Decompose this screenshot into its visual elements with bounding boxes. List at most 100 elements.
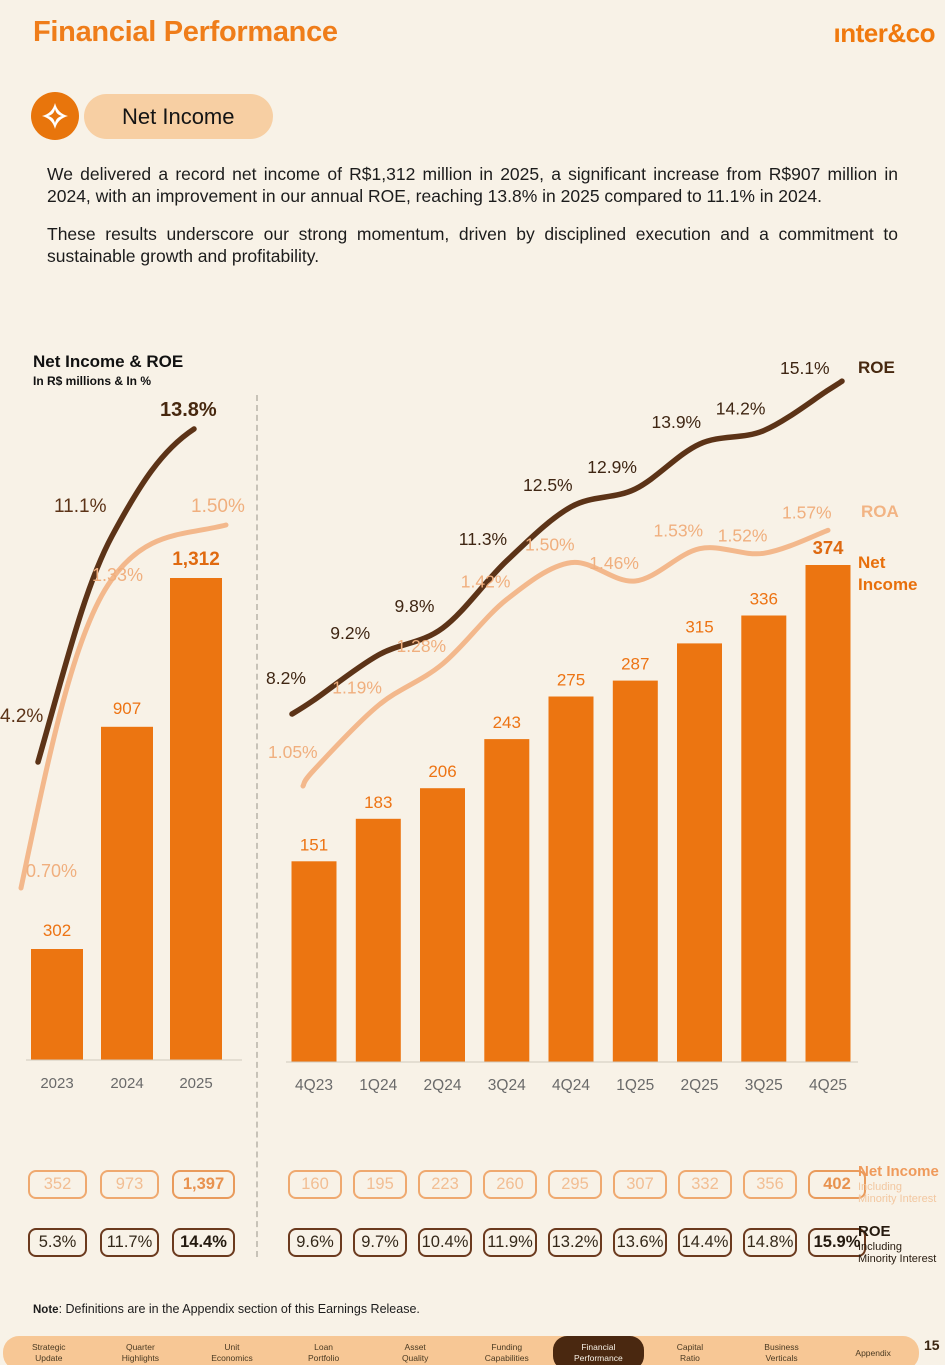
net-income-minority-quarterly-value: 160: [288, 1170, 342, 1199]
roe-minority-quarterly-value: 9.6%: [288, 1228, 342, 1257]
quarterly-x-label: 2Q24: [424, 1077, 462, 1094]
nav-tab-label: Economics: [211, 1353, 253, 1363]
quarterly-roe-label: 9.8%: [395, 596, 435, 616]
nav-tab-capital-ratio[interactable]: Capital Ratio: [644, 1336, 736, 1365]
nav-tab-label: Strategic: [32, 1342, 66, 1353]
annual-roe-line: [35, 426, 197, 765]
quarterly-roe-label: 13.9%: [652, 412, 702, 432]
nav-tab-label: Business: [764, 1342, 799, 1353]
quarterly-bar-label: 315: [685, 617, 713, 636]
legend-roa: ROA: [861, 502, 899, 521]
nav-tab-business-verticals[interactable]: Business Verticals: [736, 1336, 828, 1365]
quarterly-roa-label: 1.53%: [654, 521, 704, 541]
quarterly-bar-1Q24: [355, 818, 401, 1062]
annual-roa-line: [18, 522, 229, 891]
roe-minority-annual-row: 5.3% 11.7% 14.4%: [28, 1228, 235, 1257]
roe-minority-quarterly-value: 14.4%: [678, 1228, 732, 1257]
legend-net-income: Net: [858, 553, 886, 572]
quarterly-roa-label: 1.05%: [268, 742, 318, 762]
quarterly-bar-1Q25: [612, 680, 658, 1062]
quarterly-roe-label: 15.1%: [780, 358, 830, 378]
quarterly-x-label: 1Q25: [616, 1077, 654, 1094]
nav-tab-asset-quality[interactable]: Asset Quality: [369, 1336, 461, 1365]
annual-bar-2025: [170, 578, 222, 1060]
nav-tab-label: Capital: [676, 1342, 704, 1353]
footnote: Note: Definitions are in the Appendix se…: [33, 1302, 420, 1316]
roe-minority-annual-value: 11.7%: [100, 1228, 159, 1257]
nav-tab-label: Financial: [581, 1342, 616, 1353]
roe-minority-annual-value: 14.4%: [172, 1228, 235, 1257]
nav-tab-funding-capabilities[interactable]: Funding Capabilities: [461, 1336, 553, 1365]
net-income-minority-quarterly-value: 260: [483, 1170, 537, 1199]
chart-title: Net Income & ROE: [33, 352, 184, 371]
nav-tab-label: Funding: [491, 1342, 523, 1353]
roe-minority-quarterly-row: 9.6% 9.7% 10.4% 11.9% 13.2% 13.6% 14.4% 14.8% 15…: [288, 1228, 866, 1257]
quarterly-bar-label: 275: [557, 671, 585, 690]
quarterly-bar-4Q24: [548, 696, 594, 1062]
nav-tab-label: Capabilities: [484, 1353, 529, 1363]
net-income-minority-quarterly-value: 356: [743, 1170, 797, 1199]
net-income-minority-quarterly-row: 160 195 223 260 295 307 332 356 402: [288, 1170, 866, 1199]
nav-tab-label: Highlights: [121, 1353, 160, 1363]
roe-minority-quarterly-value: 13.2%: [548, 1228, 602, 1257]
quarterly-x-label: 3Q24: [488, 1077, 526, 1094]
nav-tab-label: Unit: [224, 1342, 240, 1353]
footnote-label: Note: [33, 1304, 59, 1316]
nav-tab-strategic-update[interactable]: Strategic Update: [3, 1336, 95, 1365]
quarterly-bar-2Q25: [677, 643, 722, 1062]
net-income-minority-quarterly-value: 295: [548, 1170, 602, 1199]
roe-minority-quarterly-value: 13.6%: [613, 1228, 667, 1257]
quarterly-bar-label: 151: [300, 835, 328, 854]
quarterly-bar-2Q24: [420, 788, 465, 1062]
sparkle-icon: [31, 92, 79, 140]
quarterly-x-label: 4Q25: [809, 1077, 847, 1094]
chart-subtitle: In R$ millions & In %: [33, 374, 152, 388]
nav-tab-label: Ratio: [680, 1353, 700, 1363]
quarterly-roe-line: [289, 378, 845, 717]
annual-x-label: 2024: [110, 1075, 143, 1092]
net-income-minority-annual-value: 352: [28, 1170, 87, 1199]
nav-tab-label: Quarter: [125, 1342, 155, 1353]
quarterly-roe-label: 9.2%: [330, 623, 370, 643]
net-income-minority-quarterly-value: 402: [808, 1170, 866, 1199]
annual-bar-2023: [31, 949, 83, 1060]
legend-net-income-2: Income: [858, 575, 918, 594]
quarterly-bar-label: 206: [428, 762, 456, 781]
quarterly-roe-label: 11.3%: [459, 529, 507, 549]
annual-x-label: 2025: [179, 1075, 212, 1092]
section-badge-label: Net Income: [122, 103, 235, 129]
quarterly-bar-label: 183: [364, 793, 392, 812]
nav-tab-unit-economics[interactable]: Unit Economics: [186, 1336, 278, 1365]
nav-tab-label: Quality: [401, 1353, 429, 1363]
annual-roe-label: 4.2%: [0, 706, 43, 727]
section-badge: Net Income: [84, 94, 273, 139]
annual-roa-label: 1.33%: [92, 565, 143, 585]
quarterly-bar-4Q23: [291, 861, 337, 1062]
quarterly-roe-label: 12.9%: [587, 457, 637, 477]
roe-minority-quarterly-value: 9.7%: [353, 1228, 407, 1257]
annual-roa-label: 0.70%: [26, 861, 77, 881]
nav-tab-label: Asset: [404, 1342, 426, 1353]
roe-minority-quarterly-value: 14.8%: [743, 1228, 797, 1257]
quarterly-x-label: 1Q24: [359, 1077, 397, 1094]
annual-bar-2024: [101, 726, 153, 1060]
quarterly-bar-label: 374: [813, 537, 845, 558]
quarterly-roa-label: 1.28%: [397, 636, 447, 656]
roe-minority-annual-value: 5.3%: [28, 1228, 87, 1257]
nav-tab-quarter-highlights[interactable]: Quarter Highlights: [95, 1336, 187, 1365]
page-number: 15: [924, 1337, 940, 1353]
nav-tab-appendix[interactable]: Appendix: [827, 1336, 919, 1365]
quarterly-roa-label: 1.19%: [332, 678, 382, 698]
net-income-minority-annual-value: 1,397: [172, 1170, 235, 1199]
nav-tab-loan-portfolio[interactable]: Loan Portfolio: [278, 1336, 370, 1365]
nav-tab-label: Portfolio: [307, 1353, 340, 1363]
roe-minority-quarterly-value: 10.4%: [418, 1228, 472, 1257]
annual-bar-label: 302: [43, 921, 71, 940]
roe-minority-quarterly-value: 15.9%: [808, 1228, 866, 1257]
quarterly-x-label: 4Q24: [552, 1077, 590, 1094]
nav-tab-financial-performance[interactable]: Financial Performance: [552, 1336, 645, 1365]
annual-roa-label: 1.50%: [191, 496, 245, 517]
net-income-minority-quarterly-value: 223: [418, 1170, 472, 1199]
annual-bar-label: 1,312: [172, 549, 220, 570]
net-income-minority-quarterly-value: 307: [613, 1170, 667, 1199]
